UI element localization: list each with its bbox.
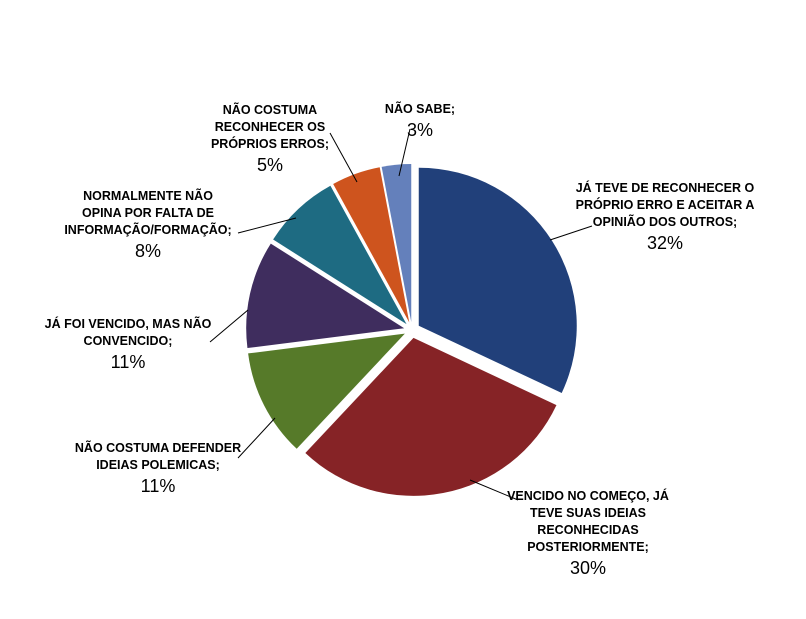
pie-slice: [273, 185, 407, 325]
slice-label: NORMALMENTE NÃO: [83, 188, 213, 203]
slice-label: RECONHECER OS: [215, 120, 325, 134]
slice-percent-label: 30%: [570, 558, 606, 578]
slice-percent-label: 5%: [257, 155, 283, 175]
slice-label: PRÓPRIOS ERROS;: [211, 136, 329, 151]
slice-percent-label: 11%: [141, 476, 176, 496]
slice-percent-label: 11%: [111, 352, 146, 372]
slice-labels: JÁ TEVE DE RECONHECER O PRÓPRIO ERRO E AC…: [45, 101, 755, 578]
slice-label: IDEIAS POLEMICAS;: [96, 458, 220, 472]
leader-line: [469, 479, 519, 501]
pie-slice: [305, 337, 557, 496]
pie-slice: [333, 167, 410, 323]
slice-label: OPINIÃO DOS OUTROS;: [593, 214, 737, 229]
slice-percent-label: 8%: [135, 241, 161, 261]
slice-percent-label: 3%: [407, 120, 433, 140]
leader-line: [237, 217, 297, 234]
leader-lines: [209, 128, 593, 501]
slice-label: CONVENCIDO;: [84, 334, 173, 348]
slice-label: TEVE SUAS IDEIAS: [530, 506, 646, 520]
leader-line: [237, 417, 276, 459]
pie-slice: [381, 164, 412, 323]
slice-label: JÁ TEVE DE RECONHECER O: [576, 180, 755, 195]
slice-label: JÁ FOI VENCIDO, MAS NÃO: [45, 316, 212, 331]
pie-slices: [246, 164, 577, 496]
leader-line: [398, 128, 411, 177]
leader-line: [209, 309, 249, 343]
slice-label: NÃO COSTUMA DEFENDER: [75, 440, 241, 455]
pie-slice: [418, 167, 577, 393]
slice-label: NÃO COSTUMA: [223, 102, 317, 117]
slice-label: OPINA POR FALTA DE: [82, 206, 214, 220]
slice-label: RECONHECIDAS: [537, 523, 638, 537]
slice-label: VENCIDO NO COMEÇO, JÁ: [507, 488, 669, 503]
slice-percent-label: 32%: [647, 233, 683, 253]
slice-label: NÃO SABE;: [385, 101, 455, 116]
leader-line: [329, 132, 358, 183]
leader-line: [549, 225, 593, 241]
slice-label: PRÓPRIO ERRO E ACEITAR A: [576, 197, 755, 212]
pie-slice: [248, 333, 405, 449]
pie-slice: [246, 243, 405, 349]
slice-label: POSTERIORMENTE;: [527, 540, 649, 554]
slice-label: INFORMAÇÃO/FORMAÇÃO;: [64, 222, 231, 237]
